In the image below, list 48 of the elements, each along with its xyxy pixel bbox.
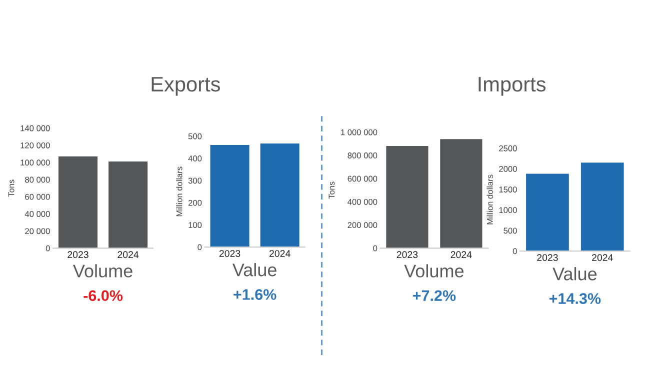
y-tick-label: 0: [46, 245, 50, 252]
y-axis-title: Tons: [8, 180, 14, 197]
y-tick-label: 100 000: [20, 160, 50, 166]
y-tick-label: 2500: [499, 145, 517, 152]
x-tick-label: 2024: [118, 251, 139, 258]
x-tick-label: 2023: [68, 251, 88, 258]
y-tick-label: 1 000 000: [341, 129, 378, 136]
y-tick-label: 20 000: [25, 228, 50, 234]
y-tick-label: 200 000: [348, 222, 378, 228]
x-tick-label: 2023: [537, 254, 558, 261]
y-tick-label: 0: [198, 244, 202, 250]
x-axis-title: Value: [552, 267, 597, 280]
y-tick-label: 200: [188, 200, 202, 206]
y-axis-title: Tons: [328, 182, 335, 199]
x-axis-title: Volume: [404, 264, 464, 278]
x-tick-label: 2023: [219, 250, 240, 257]
y-tick-label: 40 000: [24, 211, 50, 217]
x-axis-title: Value: [232, 263, 276, 276]
y-axis-title: Million dollars: [486, 174, 493, 224]
y-tick-label: 1500: [499, 186, 517, 192]
chart-title: Exports: [152, 77, 220, 96]
y-tick-label: 0: [373, 245, 378, 252]
x-tick-label: 2024: [592, 254, 613, 261]
y-tick-label: 80 000: [25, 176, 50, 183]
y-tick-label: 2000: [499, 166, 517, 172]
y-tick-label: 100: [188, 222, 202, 228]
x-tick-label: 2024: [450, 251, 472, 258]
x-tick-label: 2023: [396, 251, 418, 258]
y-tick-label: 800 000: [348, 152, 378, 158]
y-axis-title: Million dollars: [176, 166, 182, 216]
y-tick-label: 600 000: [348, 176, 378, 182]
y-tick-label: 500: [504, 228, 517, 234]
text: -6.0%: [84, 290, 123, 302]
y-tick-label: 0: [512, 248, 517, 254]
chart-title: Imports: [478, 77, 546, 96]
y-tick-label: 300: [188, 178, 202, 184]
y-tick-label: 120 000: [20, 142, 50, 148]
y-tick-label: 400 000: [348, 198, 378, 205]
text: +7.2%: [412, 290, 456, 302]
y-tick-label: 1000: [499, 207, 517, 214]
y-tick-label: 140 000: [20, 125, 50, 132]
y-tick-label: 60 000: [25, 194, 50, 200]
y-tick-label: 400: [188, 156, 202, 162]
text: +1.6%: [234, 289, 276, 300]
x-tick-label: 2024: [270, 250, 290, 257]
x-axis-title: Volume: [72, 264, 132, 278]
text: +14.3%: [549, 293, 601, 304]
y-tick-label: 500: [188, 133, 202, 140]
